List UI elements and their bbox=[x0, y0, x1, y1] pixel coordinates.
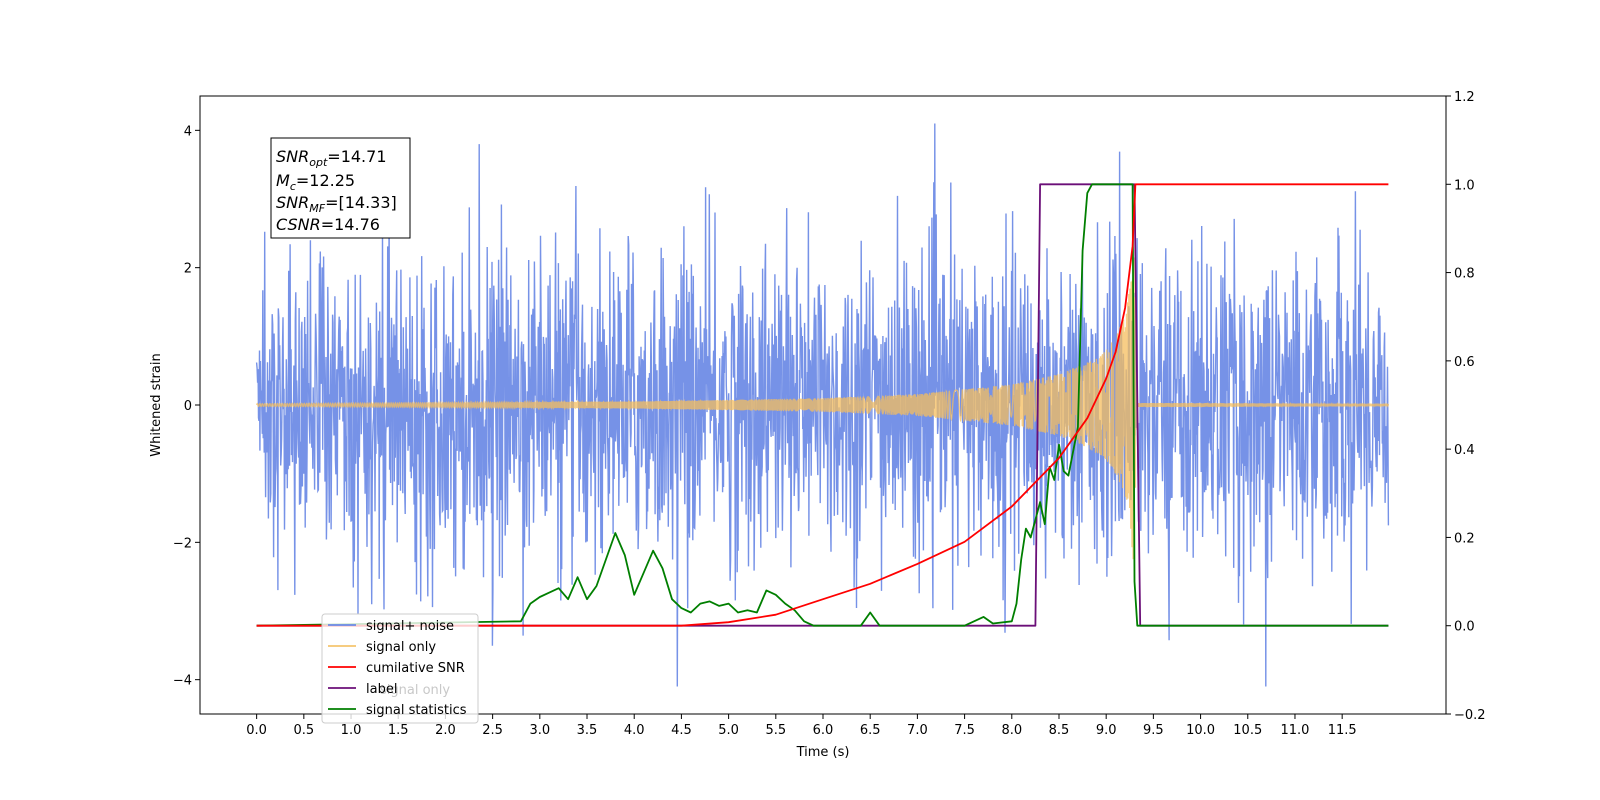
y-tick-label-0: −4 bbox=[173, 674, 192, 689]
legend-obscured-text: signal only bbox=[380, 683, 450, 698]
y-tick-label-1: −2 bbox=[173, 536, 192, 551]
x-tick-label-4: 2.0 bbox=[435, 723, 456, 738]
annotation-csnr-base: CSNR bbox=[276, 215, 321, 234]
x-tick-label-0: 0.0 bbox=[246, 723, 267, 738]
x-tick-label-9: 4.5 bbox=[671, 723, 692, 738]
legend-label-2: cumilative SNR bbox=[366, 661, 465, 676]
x-tick-label-19: 9.5 bbox=[1143, 723, 1164, 738]
annotation-csnr-value: =14.76 bbox=[321, 215, 380, 234]
annotation-snr-opt-base: SNR bbox=[276, 147, 309, 166]
x-tick-label-23: 11.5 bbox=[1328, 723, 1357, 738]
y-right-tick-label-3: 0.4 bbox=[1454, 443, 1475, 458]
y-tick-label-4: 4 bbox=[184, 124, 192, 139]
x-tick-label-22: 11.0 bbox=[1280, 723, 1309, 738]
x-tick-label-18: 9.0 bbox=[1096, 723, 1117, 738]
legend-box bbox=[321, 613, 479, 724]
x-tick-label-11: 5.5 bbox=[765, 723, 786, 738]
stats-annotation: SNRopt=14.71 Mc=12.25 SNRMF=[14.33] CSNR… bbox=[270, 137, 411, 239]
y-right-tick-label-7: 1.2 bbox=[1454, 90, 1475, 105]
annotation-snr-mf: SNRMF=[14.33] bbox=[276, 193, 397, 215]
legend-label-0: signal+ noise bbox=[366, 619, 454, 634]
x-tick-label-6: 3.0 bbox=[529, 723, 550, 738]
legend-label-3: label bbox=[366, 682, 397, 697]
annotation-snr-mf-base: SNR bbox=[276, 193, 309, 212]
x-tick-label-5: 2.5 bbox=[482, 723, 503, 738]
annotation-snr-mf-value: =[14.33] bbox=[325, 193, 397, 212]
y-right-tick-label-2: 0.2 bbox=[1454, 531, 1475, 546]
y-right-tick-label-6: 1.0 bbox=[1454, 178, 1475, 193]
stats-annotation-box bbox=[270, 137, 411, 239]
x-axis-title: Time (s) bbox=[796, 745, 850, 760]
x-tick-label-15: 7.5 bbox=[954, 723, 975, 738]
y-axis-left: −4 −2 0 2 4 bbox=[173, 124, 200, 689]
x-tick-label-14: 7.0 bbox=[907, 723, 928, 738]
y-tick-label-2: 0 bbox=[184, 399, 192, 414]
x-tick-label-2: 1.0 bbox=[341, 723, 362, 738]
series-layer bbox=[255, 123, 1390, 687]
annotation-snr-mf-sub: MF bbox=[309, 202, 325, 215]
x-tick-label-10: 5.0 bbox=[718, 723, 739, 738]
y-right-tick-label-1: 0.0 bbox=[1454, 620, 1475, 635]
annotation-csnr: CSNR=14.76 bbox=[276, 215, 380, 234]
x-tick-label-21: 10.5 bbox=[1233, 723, 1262, 738]
annotation-mc-sub: c bbox=[290, 180, 296, 193]
x-tick-label-8: 4.0 bbox=[624, 723, 645, 738]
y-axis-title: Whitened strain bbox=[149, 353, 164, 456]
legend-label-1: signal only bbox=[366, 640, 436, 655]
x-tick-label-20: 10.0 bbox=[1186, 723, 1215, 738]
annotation-snr-opt-value: =14.71 bbox=[327, 147, 386, 166]
y-right-tick-label-5: 0.8 bbox=[1454, 267, 1475, 282]
legend: signal only signal+ noise signal only cumi… bbox=[321, 613, 479, 724]
y-right-tick-label-4: 0.6 bbox=[1454, 355, 1475, 370]
annotation-snr-opt-sub: opt bbox=[309, 156, 328, 169]
x-tick-label-7: 3.5 bbox=[577, 723, 598, 738]
annotation-mc: Mc=12.25 bbox=[276, 171, 355, 193]
annotation-mc-base: M bbox=[276, 171, 290, 190]
series-signal-statistics bbox=[256, 183, 1389, 627]
series-signal-only bbox=[256, 257, 1390, 563]
y-tick-label-3: 2 bbox=[184, 262, 192, 277]
x-tick-label-17: 8.5 bbox=[1049, 723, 1070, 738]
x-tick-label-1: 0.5 bbox=[293, 723, 314, 738]
y-right-tick-label-0: −0.2 bbox=[1454, 708, 1486, 723]
x-tick-label-13: 6.5 bbox=[860, 723, 881, 738]
x-axis: 0.0 0.5 1.0 1.5 2.0 2.5 3.0 3.5 4.0 4.5 5.0 5.5 6.0 6… bbox=[246, 714, 1357, 738]
x-tick-label-12: 6.0 bbox=[813, 723, 834, 738]
series-cumulative-snr bbox=[256, 183, 1389, 627]
legend-label-4: signal statistics bbox=[366, 703, 467, 718]
x-tick-label-16: 8.0 bbox=[1001, 723, 1022, 738]
annotation-mc-value: =12.25 bbox=[296, 171, 355, 190]
annotation-snr-opt: SNRopt=14.71 bbox=[276, 147, 387, 169]
series-signal-noise bbox=[255, 123, 1390, 687]
x-tick-label-3: 1.5 bbox=[388, 723, 409, 738]
y-axis-right: −0.2 0.0 0.2 0.4 0.6 0.8 1.0 1.2 bbox=[1446, 90, 1486, 723]
